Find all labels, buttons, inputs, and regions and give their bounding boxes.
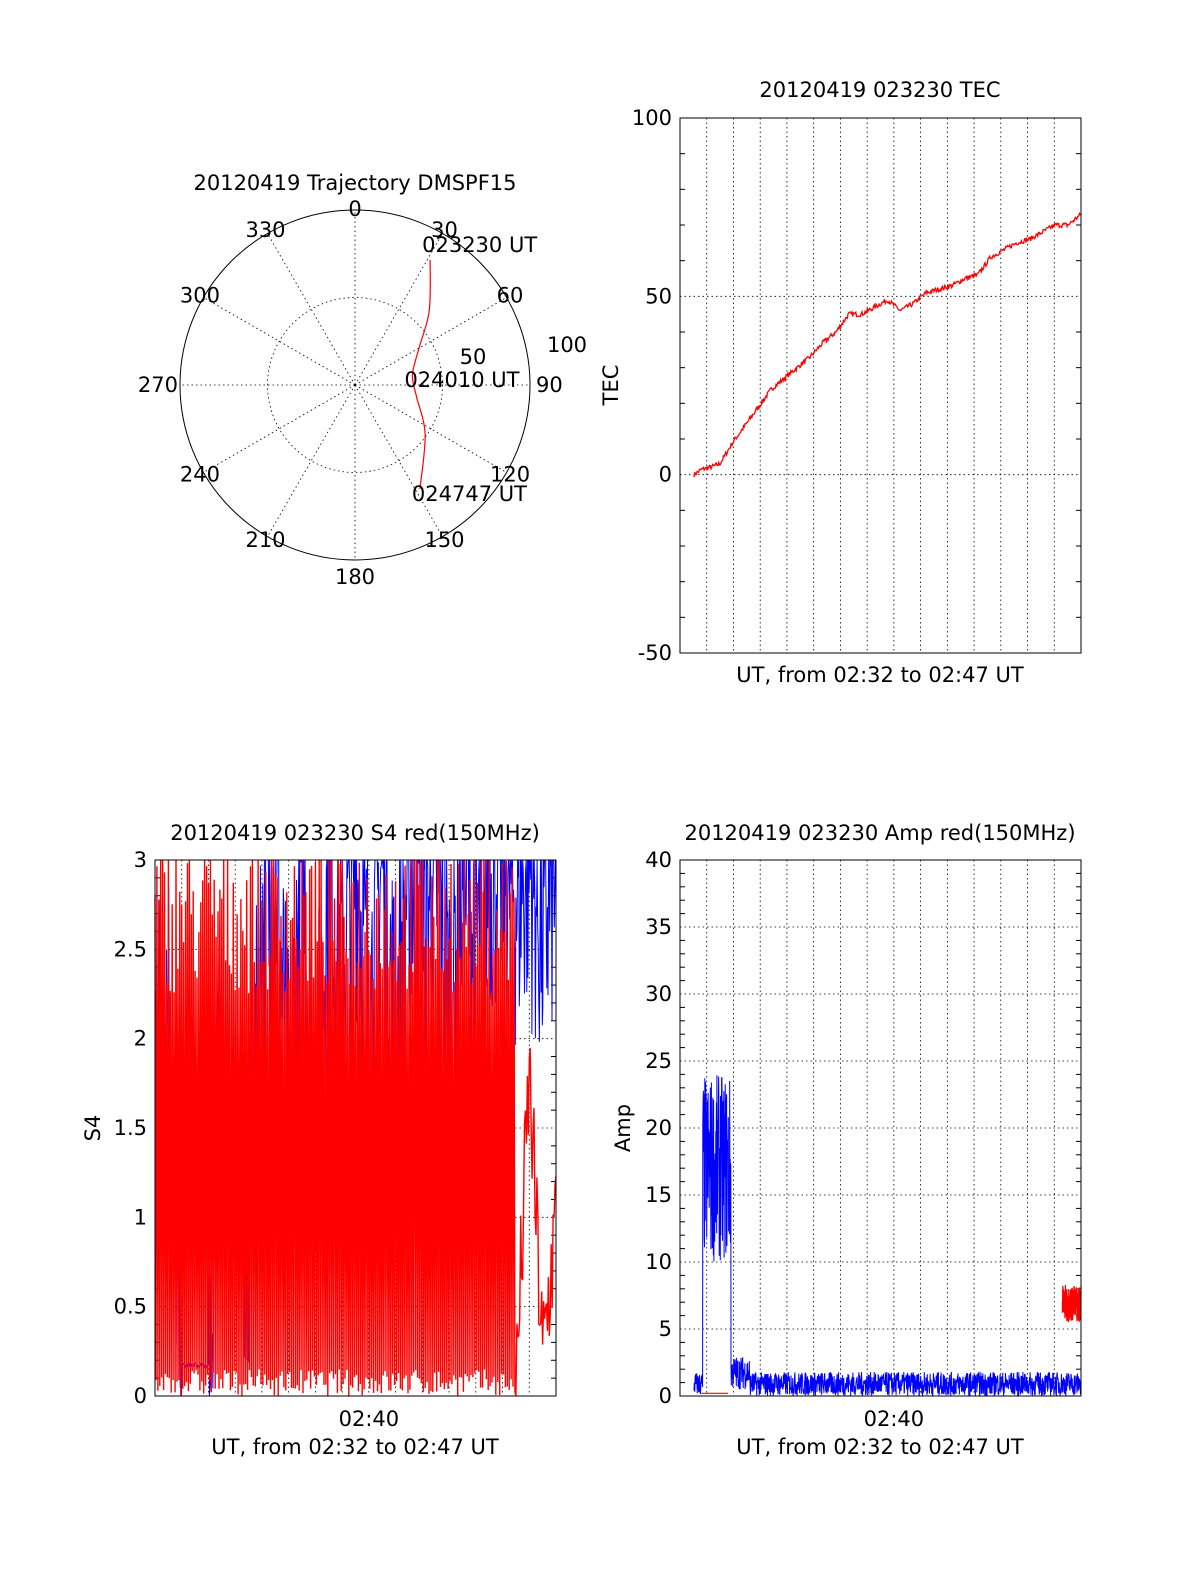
azimuth-label: 60 bbox=[497, 284, 524, 308]
amp-y-tick-labels: 0 5 10 15 20 25 30 35 40 bbox=[645, 848, 672, 1408]
polar-outer-circle bbox=[179, 209, 531, 561]
s4-y-axis-label: S4 bbox=[81, 1115, 105, 1142]
y-tick-label: 1.5 bbox=[114, 1116, 147, 1140]
s4-x-axis-label: UT, from 02:32 to 02:47 UT bbox=[211, 1435, 499, 1459]
y-tick-label: 0 bbox=[659, 463, 672, 487]
polar-spoke bbox=[203, 384, 356, 473]
amp-series bbox=[693, 1075, 1082, 1398]
tec-x-axis-label: UT, from 02:32 to 02:47 UT bbox=[736, 663, 1024, 687]
polar-inner-circle bbox=[267, 297, 443, 473]
azimuth-label: 270 bbox=[138, 373, 178, 397]
amp-chart: 20120419 023230 Amp red(150MHz) 0 5 10 15 20… bbox=[611, 821, 1082, 1459]
trajectory-time-labels: 023230 UT 024010 UT 024747 UT bbox=[404, 233, 537, 506]
trajectory-time-label: 023230 UT bbox=[422, 233, 537, 257]
azimuth-label: 150 bbox=[424, 528, 464, 552]
azimuth-label: 210 bbox=[245, 528, 285, 552]
amp-x-axis-label: UT, from 02:32 to 02:47 UT bbox=[736, 1435, 1024, 1459]
y-tick-label: 10 bbox=[645, 1250, 672, 1274]
y-tick-label: 5 bbox=[659, 1317, 672, 1341]
azimuth-label: 330 bbox=[245, 218, 285, 242]
azimuth-label: 30 bbox=[431, 218, 458, 242]
amp-series-red bbox=[701, 1284, 1082, 1394]
azimuth-label: 240 bbox=[180, 463, 220, 487]
y-tick-label: 15 bbox=[645, 1183, 672, 1207]
azimuth-labels: 0 30 60 90 120 150 180 210 240 270 300 330 bbox=[138, 197, 563, 589]
y-tick-label: 25 bbox=[645, 1049, 672, 1073]
y-tick-label: 0 bbox=[659, 1384, 672, 1408]
amp-grid bbox=[680, 860, 1081, 1396]
s4-series bbox=[154, 859, 557, 1397]
y-tick-label: 3 bbox=[134, 848, 147, 872]
y-tick-label: 20 bbox=[645, 1116, 672, 1140]
y-tick-label: 40 bbox=[645, 848, 672, 872]
azimuth-label: 120 bbox=[490, 463, 530, 487]
s4-x-tick-labels: 02:40 bbox=[339, 1407, 400, 1431]
amp-plot-frame bbox=[679, 859, 1082, 1397]
s4-plot-frame bbox=[154, 859, 557, 1397]
amp-y-axis-label: Amp bbox=[611, 1104, 635, 1152]
trajectory-time-label: 024747 UT bbox=[412, 482, 527, 506]
azimuth-label: 0 bbox=[348, 197, 361, 221]
y-tick-label: 0 bbox=[134, 1384, 147, 1408]
trajectory-title: 20120419 Trajectory DMSPF15 bbox=[193, 171, 516, 195]
y-tick-label: 30 bbox=[645, 982, 672, 1006]
tec-grid bbox=[680, 118, 1081, 653]
y-tick-label: 100 bbox=[632, 106, 672, 130]
azimuth-label: 300 bbox=[180, 284, 220, 308]
trajectory-time-label: 024010 UT bbox=[404, 368, 519, 392]
y-tick-label: 0.5 bbox=[114, 1295, 147, 1319]
y-tick-label: 1 bbox=[134, 1205, 147, 1229]
amp-x-tick-labels: 02:40 bbox=[864, 1407, 925, 1431]
y-tick-label: 50 bbox=[645, 284, 672, 308]
polar-spoke bbox=[267, 384, 356, 537]
y-tick-label: -50 bbox=[638, 641, 672, 665]
amp-series-blue bbox=[693, 1075, 1082, 1398]
radial-label: 100 bbox=[547, 333, 587, 357]
tec-series-line bbox=[693, 211, 1082, 478]
s4-title: 20120419 023230 S4 red(150MHz) bbox=[170, 821, 540, 845]
azimuth-label: 90 bbox=[536, 373, 563, 397]
y-tick-label: 35 bbox=[645, 915, 672, 939]
x-tick-label: 02:40 bbox=[339, 1407, 400, 1431]
azimuth-label: 180 bbox=[335, 565, 375, 589]
radial-labels: 50 100 bbox=[460, 333, 587, 369]
trajectory-track bbox=[411, 259, 431, 489]
radial-label: 50 bbox=[460, 345, 487, 369]
trajectory-polar-plot: 20120419 Trajectory DMSPF15 0 30 60 90 120 15… bbox=[138, 171, 587, 589]
polar-grid bbox=[180, 210, 530, 560]
y-tick-label: 2.5 bbox=[114, 937, 147, 961]
tec-plot-frame bbox=[679, 117, 1082, 654]
tec-title: 20120419 023230 TEC bbox=[759, 78, 1000, 102]
tec-y-axis-label: TEC bbox=[599, 365, 623, 407]
s4-y-tick-labels: 0 0.5 1 1.5 2 2.5 3 bbox=[114, 848, 147, 1408]
x-tick-label: 02:40 bbox=[864, 1407, 925, 1431]
tec-chart: 20120419 023230 TEC -50 0 50 100 TEC UT, fr… bbox=[599, 78, 1082, 687]
y-tick-label: 2 bbox=[134, 1027, 147, 1051]
s4-chart: 20120419 023230 S4 red(150MHz) 0 0.5 1 1.5 2… bbox=[81, 821, 557, 1459]
tec-y-tick-labels: -50 0 50 100 bbox=[632, 106, 672, 665]
amp-title: 20120419 023230 Amp red(150MHz) bbox=[684, 821, 1075, 845]
